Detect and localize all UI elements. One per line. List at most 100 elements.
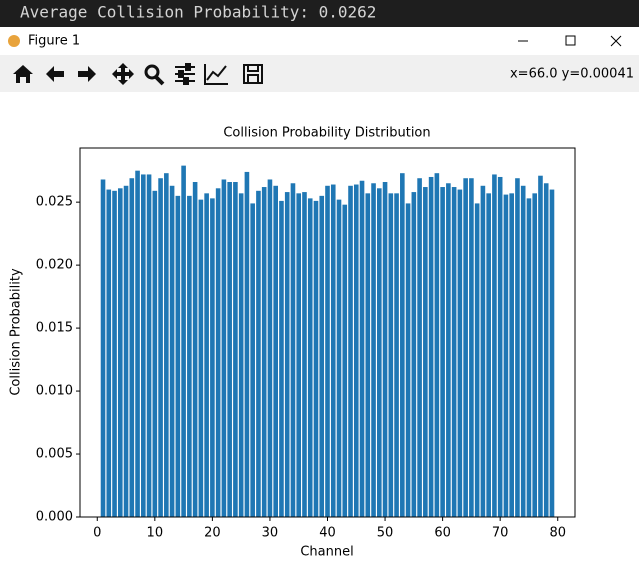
bar — [296, 193, 302, 517]
y-tick-label: 0.025 — [36, 195, 73, 210]
y-tick-label: 0.000 — [36, 510, 73, 525]
x-tick-label: 30 — [262, 526, 279, 541]
bar — [526, 198, 532, 517]
app-icon — [8, 35, 20, 47]
y-tick-label: 0.005 — [36, 447, 73, 462]
bar — [434, 173, 440, 517]
forward-button[interactable] — [78, 66, 96, 82]
title-bar — [0, 27, 639, 55]
back-button[interactable] — [46, 66, 64, 82]
bar — [158, 178, 163, 517]
bar — [446, 183, 451, 517]
toolbar — [0, 55, 639, 92]
x-tick-label: 70 — [492, 526, 509, 541]
bar — [503, 194, 509, 517]
bar — [284, 192, 290, 517]
bar — [267, 179, 273, 518]
bar — [100, 179, 106, 518]
bar — [394, 193, 399, 517]
y-tick-label: 0.015 — [36, 321, 73, 336]
bar — [290, 183, 296, 517]
bar — [198, 199, 204, 517]
bar — [146, 174, 152, 518]
bar — [405, 203, 411, 517]
bar — [543, 183, 549, 517]
bar — [520, 185, 526, 518]
bar — [215, 188, 221, 517]
bar — [256, 190, 261, 518]
home-button[interactable] — [13, 65, 33, 83]
bar — [187, 195, 192, 517]
bar — [204, 193, 209, 517]
bar — [319, 195, 325, 517]
bar — [480, 185, 486, 518]
bar — [497, 176, 503, 517]
bar — [273, 185, 278, 518]
bar — [417, 178, 422, 517]
bar — [233, 182, 238, 517]
bar — [164, 173, 169, 517]
edit-axis-button[interactable] — [204, 64, 228, 85]
bar — [371, 183, 376, 517]
bar — [388, 193, 394, 517]
console-text: Average Collision Probability: 0.0262 — [20, 3, 376, 22]
bar — [469, 178, 474, 517]
zoom-button[interactable] — [144, 64, 165, 86]
y-axis-label: Collision Probability — [9, 268, 24, 396]
bar — [106, 189, 112, 517]
save-button[interactable] — [243, 64, 263, 84]
bar — [181, 165, 186, 517]
bar — [227, 182, 232, 517]
bar — [348, 185, 353, 518]
bar — [382, 182, 388, 517]
bar — [261, 187, 267, 517]
window-title: Figure 1 — [28, 34, 80, 49]
bar — [532, 193, 538, 517]
bar — [474, 203, 480, 517]
bar — [244, 171, 250, 517]
pan-button[interactable] — [112, 63, 134, 85]
bar — [353, 184, 359, 517]
bar — [135, 170, 140, 517]
x-tick-label: 80 — [549, 526, 566, 541]
bar — [400, 173, 405, 517]
bar — [428, 176, 434, 517]
bar — [342, 204, 348, 517]
bar — [169, 185, 175, 518]
bar — [112, 190, 117, 518]
bar — [192, 182, 198, 517]
bar — [250, 203, 255, 517]
x-tick-label: 60 — [434, 526, 451, 541]
x-tick-label: 10 — [147, 526, 164, 541]
bar — [117, 188, 123, 517]
bar — [175, 195, 181, 517]
bar — [238, 193, 244, 517]
subplots-button[interactable] — [175, 63, 195, 85]
bar — [129, 178, 135, 517]
bar — [492, 174, 497, 518]
maximize-button[interactable] — [565, 35, 576, 46]
x-tick-label: 40 — [319, 526, 336, 541]
chart-title: Collision Probability Distribution — [223, 126, 430, 141]
bar — [463, 178, 468, 517]
bar — [221, 179, 227, 518]
bar — [330, 184, 336, 517]
bar — [302, 192, 307, 517]
close-button[interactable] — [610, 35, 622, 47]
bar — [451, 187, 457, 517]
y-tick-label: 0.010 — [36, 384, 73, 399]
bar — [440, 187, 445, 517]
bar — [359, 180, 365, 518]
bar — [377, 188, 382, 517]
bar — [307, 198, 313, 517]
bar — [549, 189, 555, 517]
bar — [457, 189, 463, 517]
status-text: x=66.0 y=0.00041 — [510, 67, 634, 82]
bar — [336, 199, 342, 517]
console-bar — [0, 0, 639, 27]
bar — [509, 193, 514, 517]
bar — [313, 200, 319, 517]
y-tick-label: 0.020 — [36, 258, 73, 273]
bar — [123, 185, 129, 518]
